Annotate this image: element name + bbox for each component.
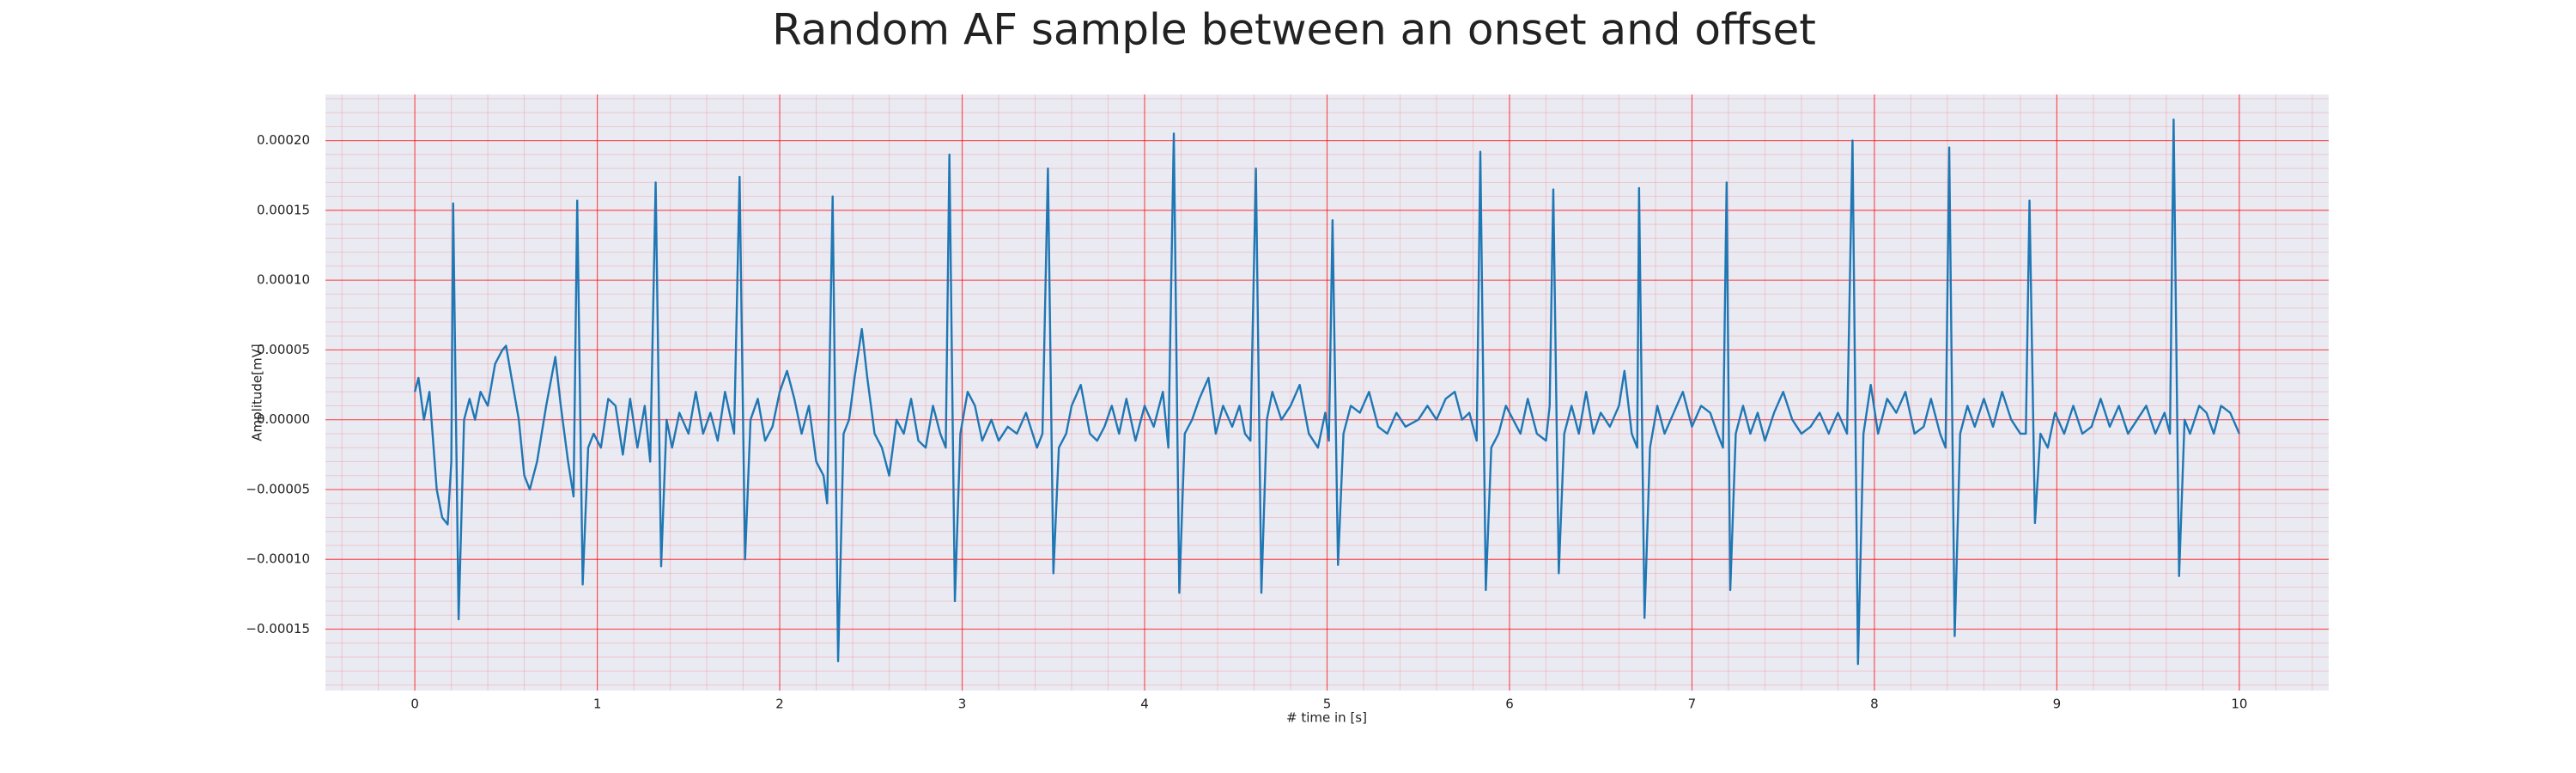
x-tick-label: 4 (1140, 697, 1149, 712)
x-tick-label: 6 (1505, 697, 1514, 712)
x-axis-label: # time in [s] (1286, 710, 1367, 726)
y-tick-label: 0.00010 (257, 272, 310, 288)
x-tick-label: 5 (1323, 697, 1332, 712)
y-tick-label: 0.00005 (257, 342, 310, 357)
y-tick-label: 0.00020 (257, 132, 310, 148)
x-tick-label: 8 (1870, 697, 1879, 712)
x-tick-label: 7 (1688, 697, 1697, 712)
x-tick-label: 1 (593, 697, 602, 712)
y-tick-label: 0.00000 (257, 411, 310, 427)
chart-title: Random AF sample between an onset and of… (772, 5, 1816, 55)
x-tick-label: 9 (2053, 697, 2062, 712)
y-tick-label: −0.00015 (246, 621, 310, 636)
tick-labels: 0 1 2 3 4 5 6 7 8 9 10 −0.00015 −0.00010 −0.00005 0.00… (246, 132, 2247, 711)
x-tick-label: 0 (410, 697, 419, 712)
x-tick-label: 2 (775, 697, 784, 712)
x-tick-label: 3 (958, 697, 967, 712)
y-tick-label: −0.00010 (246, 551, 310, 567)
data-lines (413, 119, 2240, 666)
y-tick-label: 0.00015 (257, 202, 310, 217)
x-tick-label: 10 (2231, 697, 2247, 712)
y-axis-label: Amplitude[mV] (250, 344, 265, 441)
y-tick-label: −0.00005 (246, 481, 310, 496)
signal-line (413, 119, 2240, 666)
